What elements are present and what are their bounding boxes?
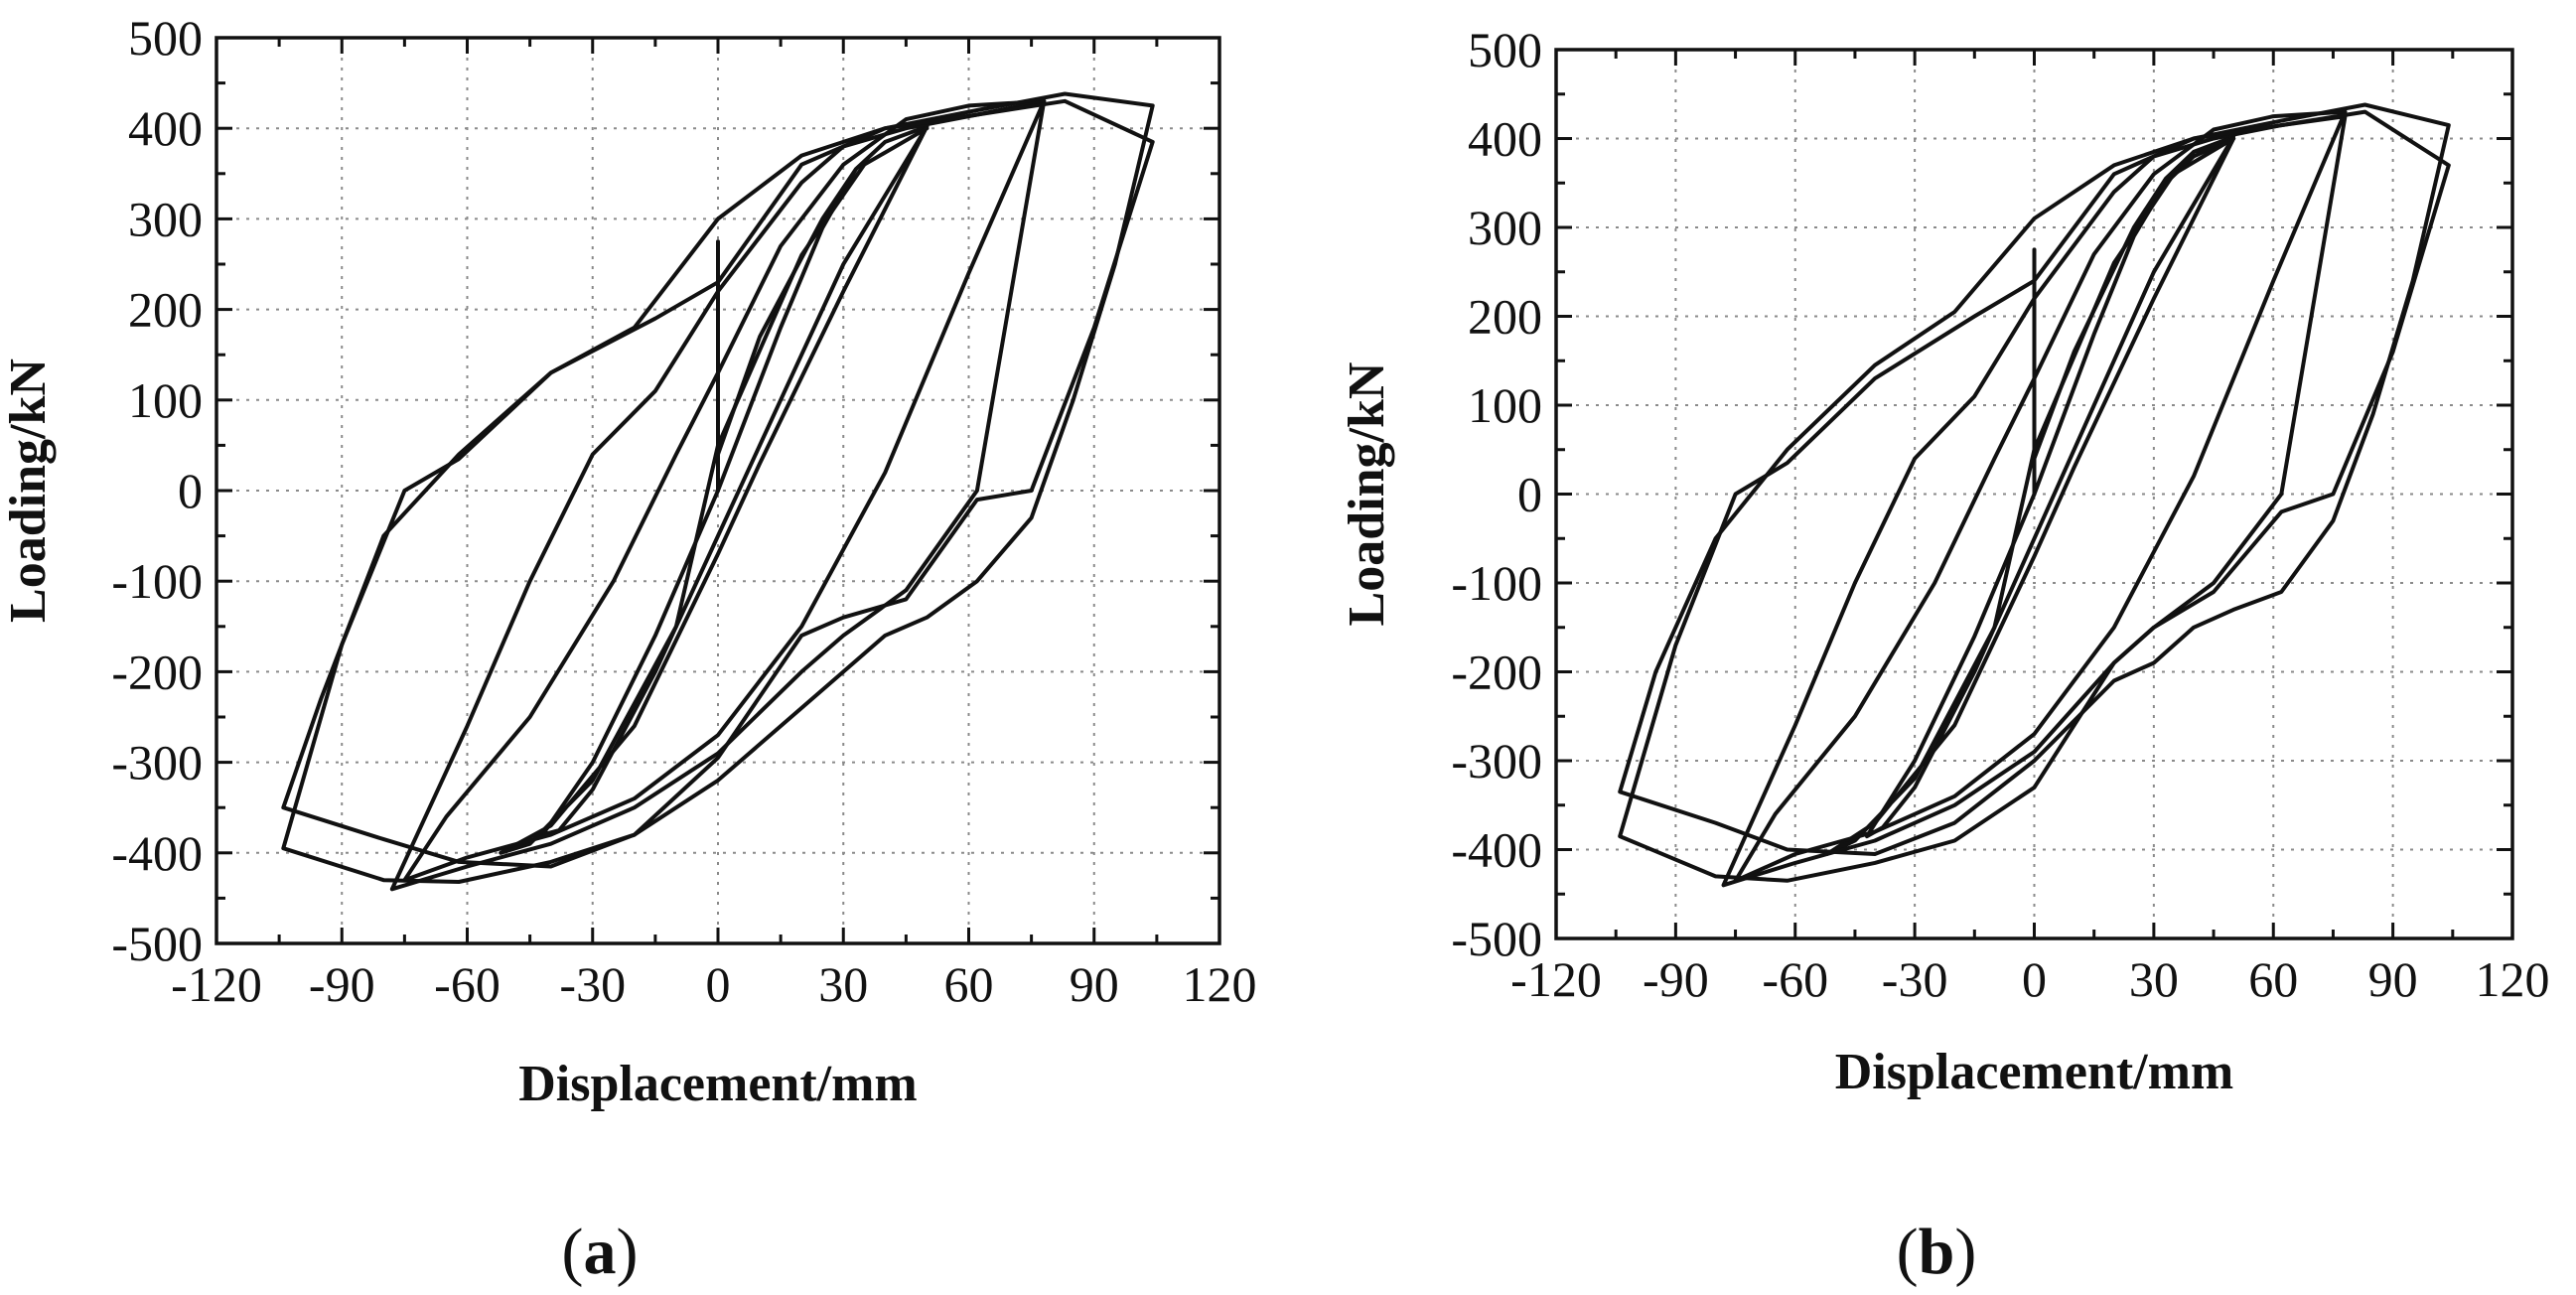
x-tick-label: 90 [1070,956,1119,1012]
panel-label: (b) [1897,1216,1977,1288]
series-line-cycle-4 [1721,114,2348,888]
y-tick-label: -400 [111,825,203,881]
x-tick-label: 90 [2368,951,2418,1007]
y-tick-label: 0 [178,463,203,518]
y-tick-label: -500 [1451,911,1542,966]
series-line-cycle-6 [1618,109,2451,883]
y-tick-label: -100 [111,553,203,609]
x-tick-label: -30 [1882,951,1948,1007]
series-line-cycle-1 [540,124,930,837]
y-tick-label: 100 [128,372,203,428]
series-line-cycle-4 [389,98,1047,892]
series-line-cycle-5 [1618,102,2451,856]
x-axis-title: Displacement/mm [518,1056,917,1112]
series-line-cycle-3 [1733,109,2348,883]
x-tick-label: -30 [559,956,626,1012]
x-tick-label: 30 [2129,951,2179,1007]
x-tick-label: 0 [706,956,731,1012]
y-tick-label: 400 [128,100,203,156]
x-tick-label: 0 [2022,951,2047,1007]
x-tick-label: -60 [1762,951,1828,1007]
series-line-cycle-6 [281,98,1155,884]
y-tick-label: 0 [1517,467,1542,522]
x-tick-label: 60 [2248,951,2298,1007]
chart-panel-a: -120 -90 -60 -30 0 30 60 90 120-500-400-300-200-… [0,10,1257,1288]
x-tick-label: 30 [818,956,868,1012]
x-tick-label: -120 [1510,951,1602,1007]
series-line-cycle-5 [281,91,1155,869]
x-tick-label: -120 [171,956,262,1012]
y-tick-label: -300 [111,735,203,791]
x-tick-label: 60 [944,956,994,1012]
y-tick-label: 200 [128,282,203,338]
y-tick-label: -500 [111,916,203,971]
x-tick-label: -60 [434,956,501,1012]
series-line-cycle-2 [499,124,930,855]
y-tick-label: 500 [128,10,203,66]
y-tick-label: 400 [1468,111,1542,167]
y-axis-title: Loading/kN [1339,362,1395,627]
y-tick-label: -200 [1451,645,1542,700]
y-tick-label: 200 [1468,289,1542,345]
y-tick-label: 300 [1468,200,1542,255]
y-tick-label: 100 [1468,377,1542,433]
series-line-cycle-2 [1824,136,2236,856]
y-tick-label: -200 [111,644,203,699]
panel-label: (a) [562,1216,639,1288]
y-tick-label: 500 [1468,22,1542,77]
x-tick-label: 120 [2476,951,2550,1007]
x-tick-label: 120 [1183,956,1257,1012]
chart-panel-b: -120 -90 -60 -30 0 30 60 90 120-500-400-300-200-… [1339,22,2550,1288]
series-line-cycle-3 [402,98,1047,883]
series-line-cycle-1 [1865,134,2236,839]
y-tick-label: -100 [1451,555,1542,611]
x-axis-title: Displacement/mm [1835,1044,2233,1100]
y-tick-label: 300 [128,191,203,246]
y-tick-label: -300 [1451,733,1542,789]
x-tick-label: -90 [309,956,375,1012]
x-tick-label: -90 [1643,951,1709,1007]
y-tick-label: -400 [1451,822,1542,878]
y-axis-title: Loading/kN [0,359,57,623]
